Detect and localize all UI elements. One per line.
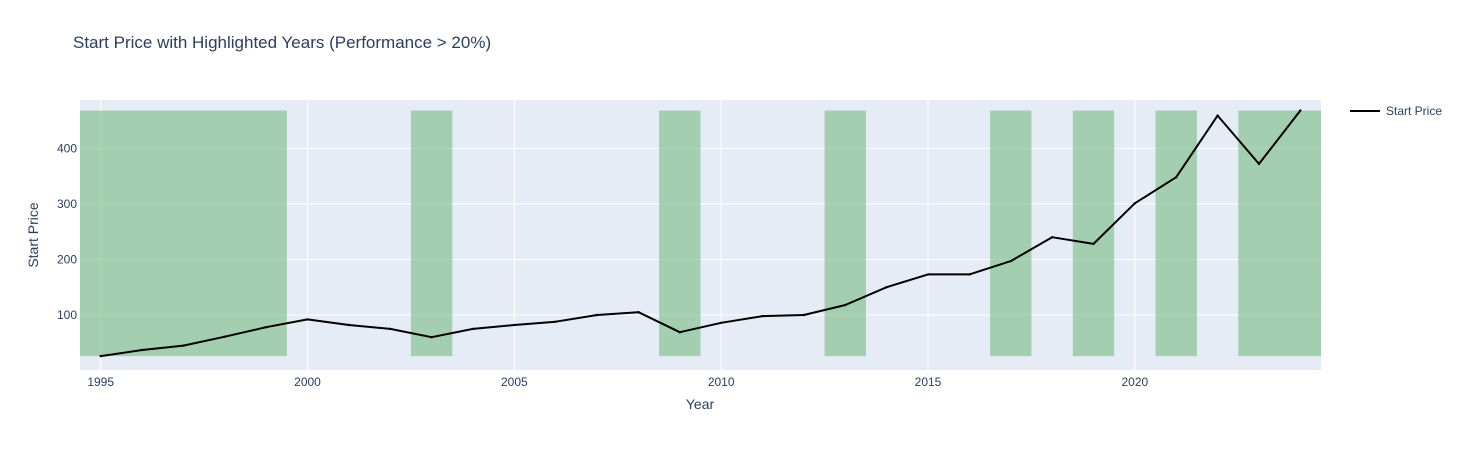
legend-label: Start Price [1386, 104, 1443, 118]
data-point [471, 327, 475, 331]
x-tick-label: 1995 [87, 375, 114, 389]
data-point [223, 335, 226, 338]
legend[interactable]: Start Price [1350, 104, 1442, 118]
highlight-band [1238, 110, 1321, 357]
x-axis-title: Year [685, 396, 715, 412]
data-point [1009, 259, 1012, 263]
highlight-band [990, 110, 1032, 357]
data-point [637, 311, 640, 314]
data-point [389, 327, 392, 331]
highlight-band [1072, 110, 1115, 357]
highlight-band [80, 110, 287, 357]
data-point [1133, 202, 1137, 205]
legend-line-swatch [1350, 110, 1380, 112]
data-point [306, 318, 309, 321]
y-axis-title: Start Price [25, 202, 41, 268]
y-tick-label: 400 [57, 141, 77, 155]
data-point [99, 354, 102, 358]
data-point [802, 313, 806, 317]
data-point [595, 313, 599, 317]
data-point [885, 286, 888, 289]
chart-title: Start Price with Highlighted Years (Perf… [73, 33, 492, 52]
data-point [1092, 242, 1095, 246]
x-tick-label: 2020 [1121, 375, 1148, 389]
data-point [1216, 114, 1219, 117]
data-point [1050, 236, 1054, 239]
y-tick-label: 100 [57, 308, 77, 322]
highlight-band [659, 110, 701, 357]
data-point [347, 323, 351, 327]
x-tick-label: 2005 [501, 375, 528, 389]
data-point [140, 348, 144, 352]
highlight-band [1155, 110, 1197, 357]
y-tick-label: 300 [57, 197, 77, 211]
data-point [513, 323, 516, 327]
data-point [182, 344, 185, 347]
data-point [719, 321, 723, 324]
y-tick-label: 200 [57, 252, 77, 266]
x-tick-label: 2015 [915, 375, 942, 389]
x-tick-label: 2000 [294, 375, 321, 389]
data-point [264, 326, 268, 329]
data-point [844, 303, 847, 307]
series-line [100, 109, 1302, 358]
data-point [678, 331, 682, 334]
highlight-band [824, 110, 866, 357]
data-point [761, 314, 764, 318]
highlight-band [410, 110, 453, 357]
x-tick-label: 2010 [708, 375, 735, 389]
data-point [554, 320, 557, 323]
data-point [430, 336, 433, 339]
data-point [926, 273, 930, 276]
data-point [968, 273, 971, 276]
data-point [1299, 109, 1302, 112]
data-point [1257, 162, 1261, 166]
data-point [1175, 176, 1178, 179]
